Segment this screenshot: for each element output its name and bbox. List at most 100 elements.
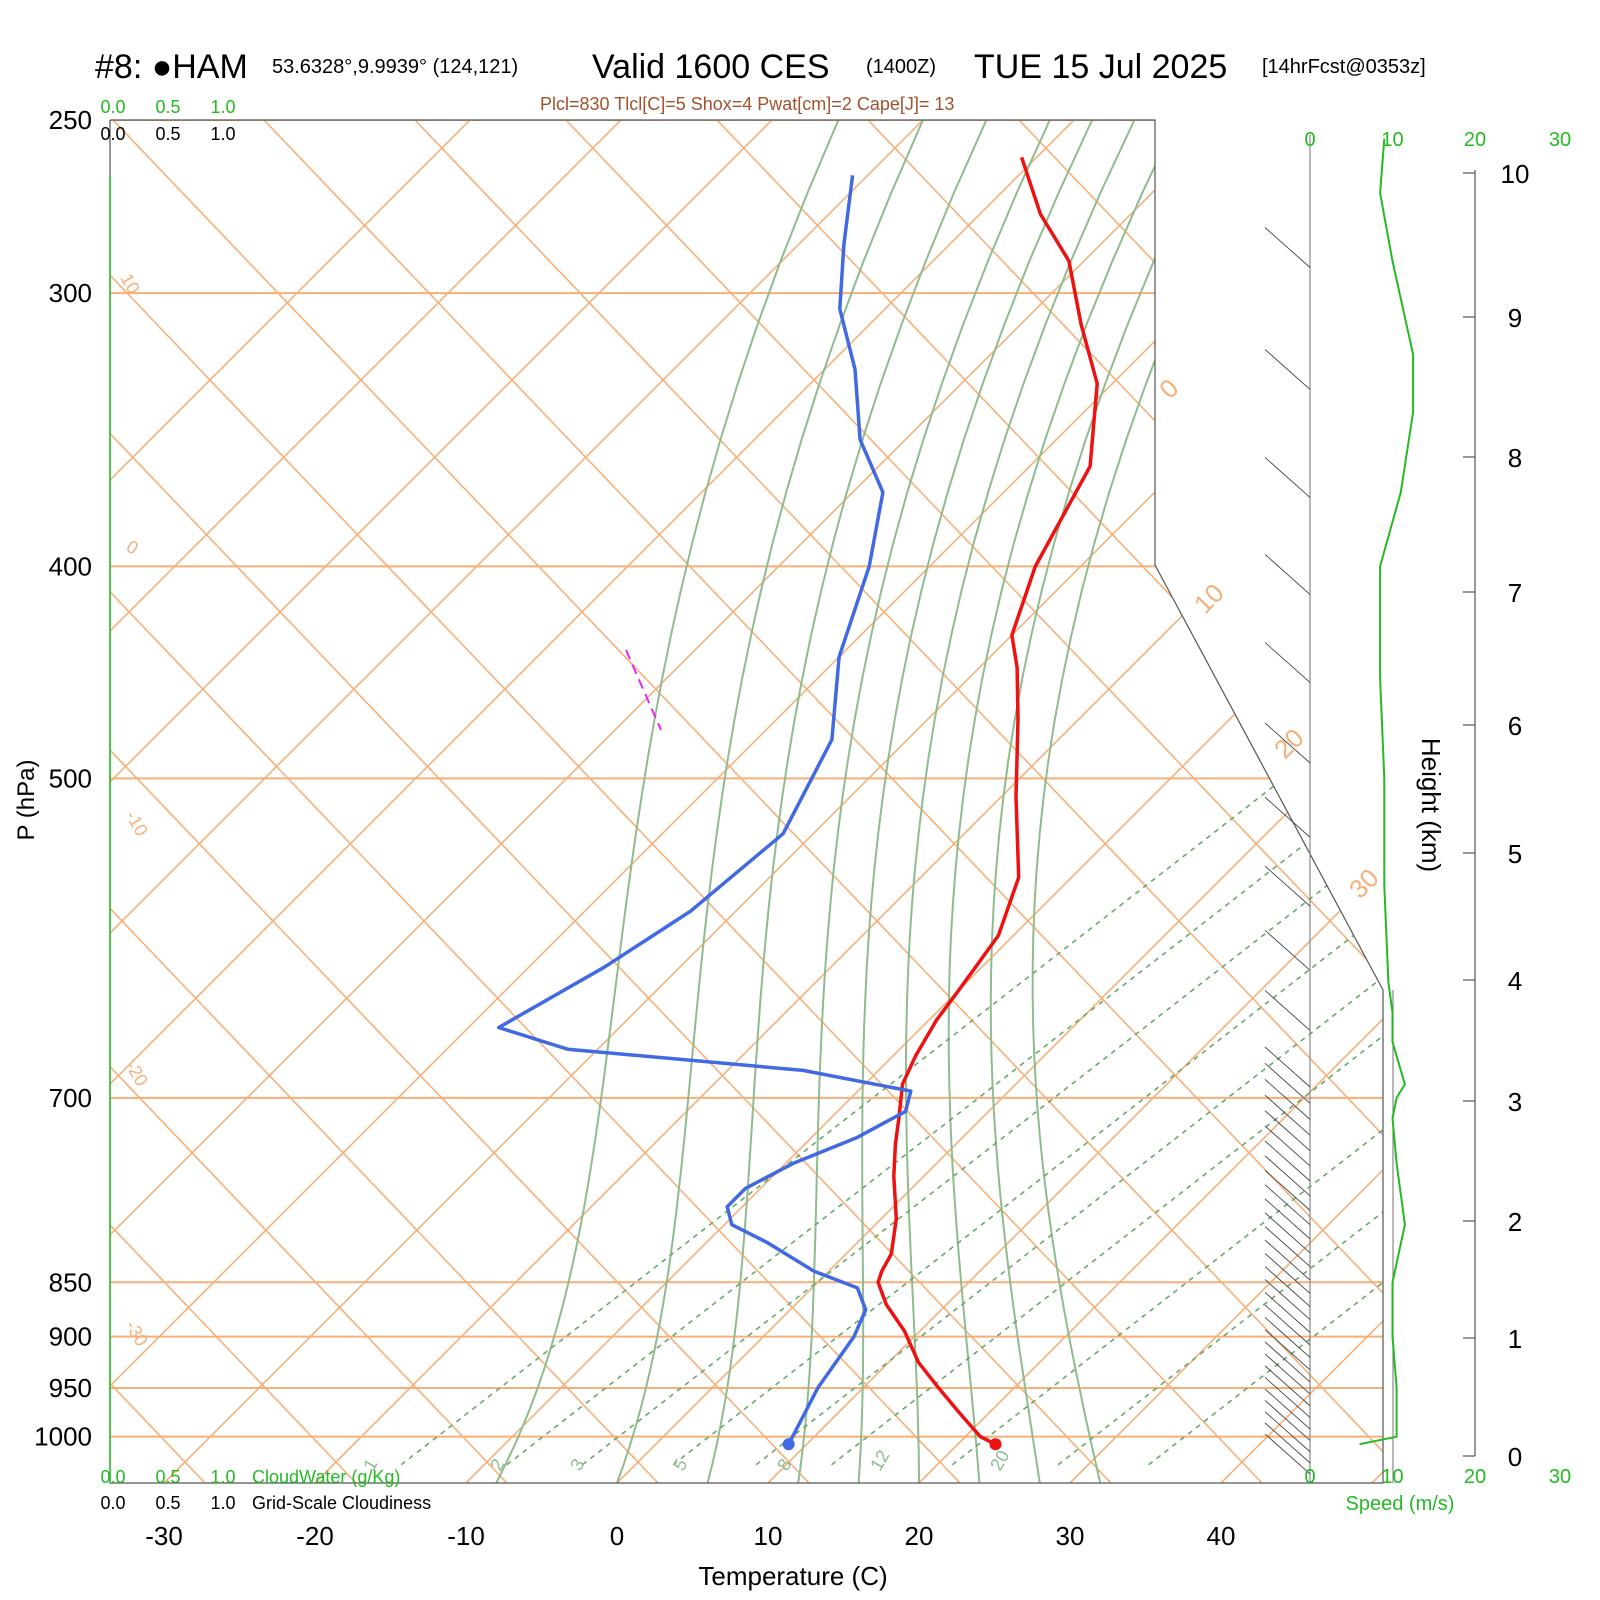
wind-barb [1264, 1329, 1311, 1371]
wind-barb [1264, 1304, 1311, 1346]
wind-barb [1264, 1212, 1311, 1254]
wind-speed-tick: 10 [1381, 1466, 1403, 1488]
wind-barb [1264, 1317, 1311, 1358]
wind-barb [1264, 1062, 1311, 1104]
isotherm-label: 0 [1153, 373, 1184, 404]
height-tick-label: 2 [1508, 1207, 1522, 1237]
wind-barb [1264, 796, 1311, 838]
diagram-frame [109, 119, 1384, 1484]
mixing-ratio-label: 20 [986, 1447, 1013, 1474]
height-tick-label: 4 [1508, 966, 1522, 996]
wind-speed-tick: 30 [1549, 1466, 1571, 1488]
station-title: #8: ●HAM [95, 48, 248, 86]
height-tick-label: 6 [1508, 711, 1522, 741]
cloudiness-tick-top: 0.0 [100, 124, 125, 144]
isotherm-line [314, 120, 1383, 1483]
dry-adiabat-line [414, 120, 1383, 1483]
pressure-tick-label: 250 [49, 105, 92, 135]
height-tick-label: 8 [1508, 443, 1522, 473]
wind-barb [1264, 642, 1311, 683]
wind-barb [1264, 929, 1311, 971]
isotherm-label: 20 [1268, 723, 1310, 765]
wind-barb [1264, 349, 1311, 390]
wind-panel: 0 0 10 10 20 20 30 30 Speed (m/s) 0 1 2 3 4 5 6 7 8 9 10 Hei… [1264, 129, 1571, 1515]
cloudwater-tick-top: 1.0 [210, 97, 235, 117]
zulu-time: (1400Z) [866, 56, 937, 78]
parcel-trace [625, 649, 662, 731]
cloudiness-axis-label: Grid-Scale Cloudiness [252, 1493, 431, 1513]
wind-speed-tick: 10 [1381, 129, 1403, 151]
wind-barb [1264, 1433, 1311, 1475]
pressure-tick-label: 700 [49, 1083, 92, 1113]
wind-barb [1264, 722, 1311, 764]
wind-barb [1264, 1292, 1311, 1333]
wind-barb [1264, 1198, 1311, 1240]
station-coordinates: 53.6328°,9.9939° (124,121) [272, 56, 519, 78]
forecast-info: [14hrFcst@0353z] [1262, 56, 1426, 78]
mixing-ratio-line [506, 565, 1383, 1466]
wind-barb [1264, 1388, 1311, 1430]
mixing-ratio-line [831, 565, 1383, 1466]
isotherm-line [110, 120, 1377, 1483]
wind-barb [1264, 1353, 1311, 1395]
temperature-line [876, 156, 1099, 1446]
dry-adiabat-line [110, 120, 357, 1483]
height-tick-label: 5 [1508, 839, 1522, 869]
pressure-tick-label: 850 [49, 1267, 92, 1297]
dry-adiabat-line [110, 120, 810, 1483]
wind-barb [1264, 1377, 1311, 1418]
temperature-line-surface-dot [989, 1438, 1002, 1451]
cloudiness-tick-bottom: 0.0 [100, 1493, 125, 1513]
wind-barb [1264, 990, 1311, 1031]
isotherm-line [767, 120, 1383, 1483]
wind-barb [1264, 865, 1311, 907]
wind-barb [1264, 1365, 1311, 1407]
isotherm-line [465, 120, 1383, 1483]
valid-time: Valid 1600 CES [592, 48, 830, 86]
cloudwater-axis-label: CloudWater (g/Kg) [252, 1467, 400, 1487]
height-tick-label: 9 [1508, 303, 1522, 333]
mixing-ratio-label: 12 [866, 1447, 893, 1474]
wind-barb [1264, 1155, 1311, 1197]
wind-speed-tick: 20 [1464, 1466, 1486, 1488]
mixing-ratio-label: 3 [566, 1455, 588, 1474]
isotherm-label: 0 [123, 536, 142, 558]
x-tick-label: 40 [1207, 1521, 1236, 1551]
pressure-tick-label: 1000 [34, 1422, 92, 1452]
cloud-panel: 0.0 0.5 1.0 0.0 0.5 1.0 0.0 0.5 1.0 0.0 0.5 1.0 Clou… [100, 97, 431, 1513]
x-tick-label: 30 [1056, 1521, 1085, 1551]
cloudwater-tick-top: 0.0 [100, 97, 125, 117]
wind-barb [1264, 227, 1311, 268]
wind-barb [1264, 1266, 1311, 1307]
height-axis-title: Height (km) [1416, 738, 1446, 872]
wind-barb [1264, 1094, 1311, 1136]
wind-barb [1264, 1239, 1311, 1281]
dry-adiabat-line [1320, 120, 1383, 1483]
wind-barb [1264, 1184, 1311, 1226]
wind-barb [1264, 1110, 1311, 1152]
dry-adiabat-line [110, 120, 1112, 1483]
wind-barb [1264, 1411, 1311, 1453]
cloudiness-tick-top: 1.0 [210, 124, 235, 144]
cloudwater-tick-top: 0.5 [155, 97, 180, 117]
profile-lines [496, 156, 1099, 1451]
dry-adiabat-line [263, 120, 1383, 1483]
wind-barb [1264, 1253, 1311, 1294]
mixing-ratio-label: 5 [669, 1455, 691, 1474]
wind-barb [1264, 1046, 1311, 1088]
wind-barb [1264, 1422, 1311, 1464]
dry-adiabat-line [110, 120, 1263, 1483]
dry-adiabat-line [1472, 120, 1600, 1483]
isotherm-line [110, 120, 1075, 1483]
isotherm-line [110, 120, 924, 1483]
stability-parameters: Plcl=830 Tlcl[C]=5 Shox=4 Pwat[cm]=2 Cap… [540, 94, 955, 114]
x-axis-title: Temperature (C) [698, 1561, 887, 1591]
dry-adiabat-line [716, 120, 1383, 1483]
wind-barb [1264, 1079, 1311, 1120]
pressure-tick-label: 300 [49, 278, 92, 308]
x-tick-label: -10 [447, 1521, 485, 1551]
valid-date: TUE 15 Jul 2025 [974, 48, 1228, 86]
dry-adiabat-line [565, 120, 1383, 1483]
isotherm-line [1523, 120, 1600, 1483]
